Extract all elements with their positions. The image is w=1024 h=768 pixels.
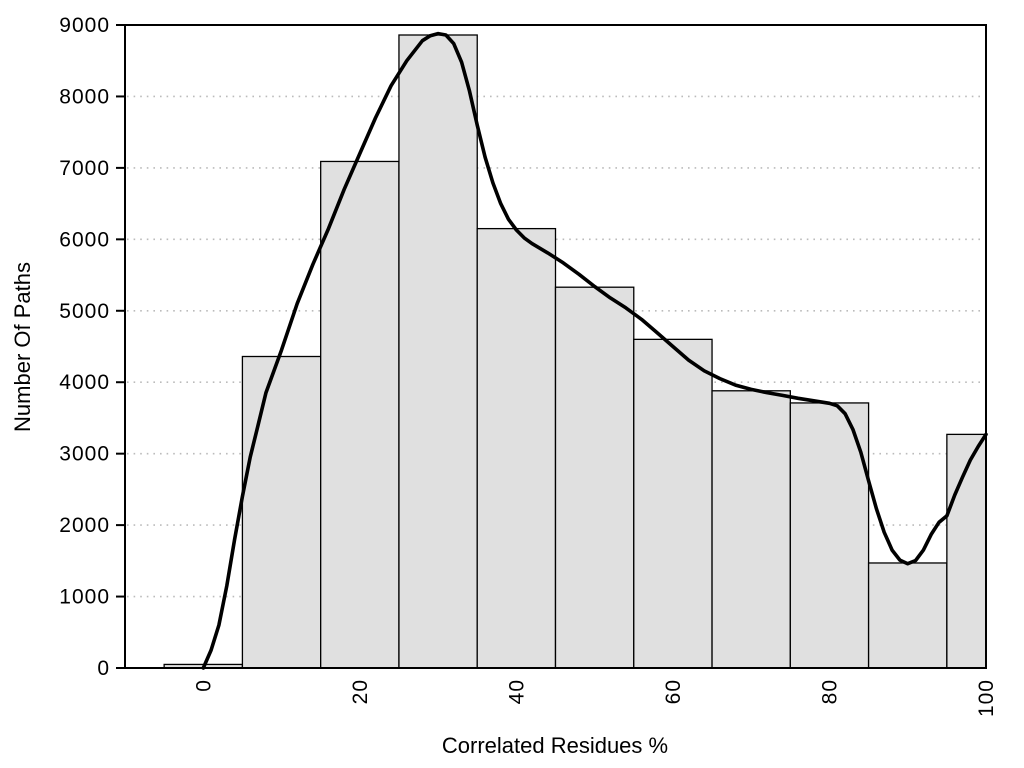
x-tick-label-20: 20 [349, 679, 372, 704]
y-tick-label-2000: 2000 [59, 514, 110, 537]
density-curve [201, 31, 988, 670]
x-tick-label-60: 60 [662, 679, 685, 704]
y-tick-label-0: 0 [97, 657, 110, 680]
bar-bin-55-65 [633, 338, 713, 669]
y-tick-label-3000: 3000 [59, 443, 110, 466]
y-tick-label-1000: 1000 [59, 586, 110, 609]
y-tick-label-4000: 4000 [59, 371, 110, 394]
y-tick-label-6000: 6000 [59, 228, 110, 251]
histogram-bars [163, 34, 987, 669]
x-axis-tick-labels: 0 20 40 60 80 100 [192, 679, 998, 717]
y-axis-ticks [116, 24, 125, 669]
x-tick-label-40: 40 [505, 679, 528, 704]
y-axis-tick-labels: 0 1000 2000 3000 4000 5000 6000 7000 8000 9000 [59, 14, 110, 680]
y-tick-label-5000: 5000 [59, 300, 110, 323]
bar-bin-65-75 [711, 390, 791, 669]
y-tick-label-9000: 9000 [59, 14, 110, 37]
y-tick-label-8000: 8000 [59, 85, 110, 108]
bar-bin-35-45 [476, 227, 557, 669]
x-tick-label-100: 100 [975, 679, 998, 717]
x-axis-title: Correlated Residues % [442, 733, 668, 758]
bar-bin-25-35 [398, 34, 478, 669]
bar-bin-75-85 [789, 402, 870, 669]
x-tick-label-0: 0 [192, 679, 215, 692]
bar-bin-45-55 [554, 286, 635, 669]
bar-bin-85-95 [867, 562, 948, 669]
y-axis-title: Number Of Paths [10, 262, 35, 432]
bar-bin-5-15 [241, 355, 322, 669]
bar-bin-95-100 [946, 433, 987, 669]
y-tick-label-7000: 7000 [59, 157, 110, 180]
x-tick-label-80: 80 [818, 679, 841, 704]
plot-frame [124, 24, 987, 669]
bar-bin-15-25 [320, 160, 400, 669]
